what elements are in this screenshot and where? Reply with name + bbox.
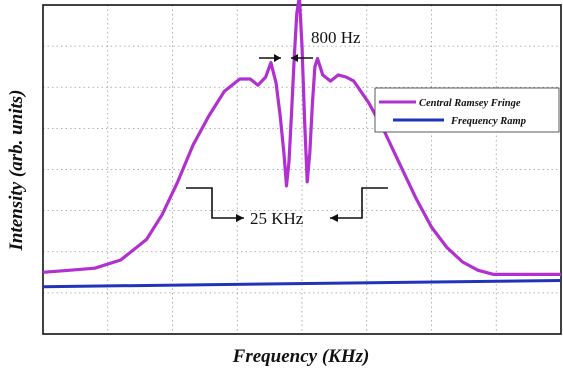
wide-width-arrow-left — [236, 214, 244, 222]
narrow-width-arrow-left — [274, 54, 281, 62]
plot-frame — [42, 4, 562, 335]
series-line-central-ramsey-fringe — [42, 0, 561, 276]
wide-width-arrow-right — [330, 214, 338, 222]
series-layer — [42, 0, 562, 289]
legend: Central Ramsey Fringe Frequency Ramp — [374, 87, 560, 133]
legend-label-central-ramsey-fringe: Central Ramsey Fringe — [419, 98, 521, 109]
wide-width-bracket-left — [186, 187, 244, 219]
legend-label-frequency-ramp: Frequency Ramp — [450, 116, 526, 127]
x-axis-label: Frequency (KHz) — [232, 346, 370, 367]
wide-width-bracket-right — [330, 187, 388, 219]
annotation-800hz: 800 Hz — [311, 28, 361, 47]
legend-box — [374, 87, 560, 133]
y-axis-label: Intensity (arb. units) — [6, 89, 27, 251]
annotation-25khz: 25 KHz — [250, 209, 304, 228]
annotations: 800 Hz 25 KHz — [186, 28, 388, 228]
series-line-frequency-ramp — [42, 279, 562, 289]
narrow-width-arrow-right — [291, 54, 298, 62]
